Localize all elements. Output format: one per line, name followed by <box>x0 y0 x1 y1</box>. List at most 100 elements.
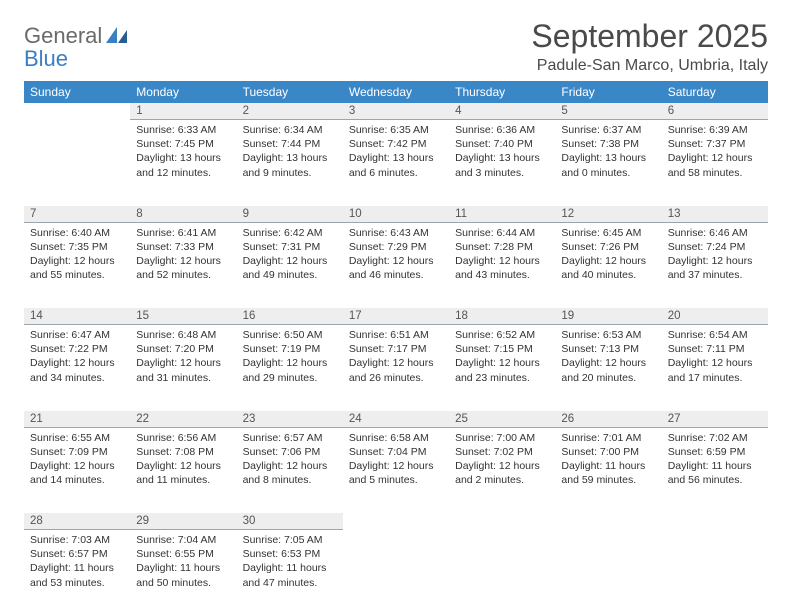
day-content-row: Sunrise: 7:03 AMSunset: 6:57 PMDaylight:… <box>24 530 768 616</box>
sunrise-line: Sunrise: 6:40 AM <box>30 226 124 240</box>
daylight-line: Daylight: 13 hours and 6 minutes. <box>349 151 443 179</box>
day-cell: Sunrise: 6:56 AMSunset: 7:08 PMDaylight:… <box>130 427 236 513</box>
sunrise-line: Sunrise: 7:01 AM <box>561 431 655 445</box>
sunset-line: Sunset: 7:19 PM <box>243 342 337 356</box>
day-cell-inner: Sunrise: 7:02 AMSunset: 6:59 PMDaylight:… <box>662 428 768 494</box>
day-cell: Sunrise: 6:37 AMSunset: 7:38 PMDaylight:… <box>555 120 661 206</box>
day-cell-inner: Sunrise: 6:51 AMSunset: 7:17 PMDaylight:… <box>343 325 449 391</box>
sunrise-line: Sunrise: 6:44 AM <box>455 226 549 240</box>
day-cell-inner: Sunrise: 6:37 AMSunset: 7:38 PMDaylight:… <box>555 120 661 186</box>
day-cell-inner: Sunrise: 7:05 AMSunset: 6:53 PMDaylight:… <box>237 530 343 596</box>
day-cell: Sunrise: 6:47 AMSunset: 7:22 PMDaylight:… <box>24 325 130 411</box>
day-cell: Sunrise: 6:33 AMSunset: 7:45 PMDaylight:… <box>130 120 236 206</box>
sunrise-line: Sunrise: 6:51 AM <box>349 328 443 342</box>
sunset-line: Sunset: 7:35 PM <box>30 240 124 254</box>
day-number-cell: 23 <box>237 411 343 428</box>
daylight-line: Daylight: 12 hours and 26 minutes. <box>349 356 443 384</box>
sunrise-line: Sunrise: 6:46 AM <box>668 226 762 240</box>
daylight-line: Daylight: 12 hours and 14 minutes. <box>30 459 124 487</box>
sunrise-line: Sunrise: 6:57 AM <box>243 431 337 445</box>
day-cell-inner: Sunrise: 6:36 AMSunset: 7:40 PMDaylight:… <box>449 120 555 186</box>
sunset-line: Sunset: 7:22 PM <box>30 342 124 356</box>
day-number-cell: 8 <box>130 206 236 223</box>
daylight-line: Daylight: 12 hours and 29 minutes. <box>243 356 337 384</box>
sunrise-line: Sunrise: 6:36 AM <box>455 123 549 137</box>
day-cell: Sunrise: 7:00 AMSunset: 7:02 PMDaylight:… <box>449 427 555 513</box>
day-cell-inner: Sunrise: 6:57 AMSunset: 7:06 PMDaylight:… <box>237 428 343 494</box>
daylight-line: Daylight: 12 hours and 49 minutes. <box>243 254 337 282</box>
sunset-line: Sunset: 7:26 PM <box>561 240 655 254</box>
day-number-cell <box>449 513 555 530</box>
sunrise-line: Sunrise: 6:54 AM <box>668 328 762 342</box>
daylight-line: Daylight: 12 hours and 8 minutes. <box>243 459 337 487</box>
day-cell-inner: Sunrise: 7:04 AMSunset: 6:55 PMDaylight:… <box>130 530 236 596</box>
day-cell: Sunrise: 6:39 AMSunset: 7:37 PMDaylight:… <box>662 120 768 206</box>
day-cell-inner: Sunrise: 7:03 AMSunset: 6:57 PMDaylight:… <box>24 530 130 596</box>
day-number-cell: 5 <box>555 103 661 120</box>
day-cell-inner: Sunrise: 6:39 AMSunset: 7:37 PMDaylight:… <box>662 120 768 186</box>
day-number-cell: 17 <box>343 308 449 325</box>
weekday-header: Thursday <box>449 81 555 103</box>
sunset-line: Sunset: 7:44 PM <box>243 137 337 151</box>
day-number-cell: 20 <box>662 308 768 325</box>
day-number-row: 282930 <box>24 513 768 530</box>
day-cell-inner: Sunrise: 6:48 AMSunset: 7:20 PMDaylight:… <box>130 325 236 391</box>
daylight-line: Daylight: 12 hours and 31 minutes. <box>136 356 230 384</box>
sunrise-line: Sunrise: 6:39 AM <box>668 123 762 137</box>
weekday-header: Tuesday <box>237 81 343 103</box>
sunset-line: Sunset: 7:42 PM <box>349 137 443 151</box>
daylight-line: Daylight: 12 hours and 2 minutes. <box>455 459 549 487</box>
sunset-line: Sunset: 7:20 PM <box>136 342 230 356</box>
sunset-line: Sunset: 7:31 PM <box>243 240 337 254</box>
sunset-line: Sunset: 7:11 PM <box>668 342 762 356</box>
weekday-header: Monday <box>130 81 236 103</box>
day-cell-inner: Sunrise: 6:44 AMSunset: 7:28 PMDaylight:… <box>449 223 555 289</box>
day-cell: Sunrise: 7:03 AMSunset: 6:57 PMDaylight:… <box>24 530 130 616</box>
sunset-line: Sunset: 7:09 PM <box>30 445 124 459</box>
day-cell-inner: Sunrise: 6:52 AMSunset: 7:15 PMDaylight:… <box>449 325 555 391</box>
day-cell-inner: Sunrise: 6:58 AMSunset: 7:04 PMDaylight:… <box>343 428 449 494</box>
day-cell <box>449 530 555 616</box>
daylight-line: Daylight: 13 hours and 3 minutes. <box>455 151 549 179</box>
daylight-line: Daylight: 13 hours and 0 minutes. <box>561 151 655 179</box>
sunset-line: Sunset: 7:33 PM <box>136 240 230 254</box>
day-cell-inner: Sunrise: 6:40 AMSunset: 7:35 PMDaylight:… <box>24 223 130 289</box>
sunset-line: Sunset: 7:04 PM <box>349 445 443 459</box>
sunset-line: Sunset: 7:00 PM <box>561 445 655 459</box>
day-cell: Sunrise: 7:02 AMSunset: 6:59 PMDaylight:… <box>662 427 768 513</box>
sunrise-line: Sunrise: 6:50 AM <box>243 328 337 342</box>
daylight-line: Daylight: 13 hours and 9 minutes. <box>243 151 337 179</box>
day-content-row: Sunrise: 6:55 AMSunset: 7:09 PMDaylight:… <box>24 427 768 513</box>
day-number-row: 14151617181920 <box>24 308 768 325</box>
daylight-line: Daylight: 12 hours and 55 minutes. <box>30 254 124 282</box>
day-number-cell <box>24 103 130 120</box>
day-cell-inner: Sunrise: 6:43 AMSunset: 7:29 PMDaylight:… <box>343 223 449 289</box>
day-cell-inner: Sunrise: 6:50 AMSunset: 7:19 PMDaylight:… <box>237 325 343 391</box>
day-cell-inner: Sunrise: 6:34 AMSunset: 7:44 PMDaylight:… <box>237 120 343 186</box>
day-number-cell: 9 <box>237 206 343 223</box>
daylight-line: Daylight: 11 hours and 50 minutes. <box>136 561 230 589</box>
day-content-row: Sunrise: 6:33 AMSunset: 7:45 PMDaylight:… <box>24 120 768 206</box>
sunrise-line: Sunrise: 6:58 AM <box>349 431 443 445</box>
daylight-line: Daylight: 13 hours and 12 minutes. <box>136 151 230 179</box>
sunset-line: Sunset: 6:53 PM <box>243 547 337 561</box>
daylight-line: Daylight: 11 hours and 47 minutes. <box>243 561 337 589</box>
sunset-line: Sunset: 7:02 PM <box>455 445 549 459</box>
day-content-row: Sunrise: 6:40 AMSunset: 7:35 PMDaylight:… <box>24 222 768 308</box>
day-cell-inner: Sunrise: 6:35 AMSunset: 7:42 PMDaylight:… <box>343 120 449 186</box>
day-content-row: Sunrise: 6:47 AMSunset: 7:22 PMDaylight:… <box>24 325 768 411</box>
daylight-line: Daylight: 12 hours and 17 minutes. <box>668 356 762 384</box>
day-cell: Sunrise: 6:55 AMSunset: 7:09 PMDaylight:… <box>24 427 130 513</box>
sunset-line: Sunset: 7:17 PM <box>349 342 443 356</box>
day-number-cell: 21 <box>24 411 130 428</box>
sunset-line: Sunset: 7:06 PM <box>243 445 337 459</box>
day-number-row: 21222324252627 <box>24 411 768 428</box>
day-number-cell: 12 <box>555 206 661 223</box>
day-number-cell: 3 <box>343 103 449 120</box>
sunrise-line: Sunrise: 7:03 AM <box>30 533 124 547</box>
sunset-line: Sunset: 7:08 PM <box>136 445 230 459</box>
day-cell <box>662 530 768 616</box>
sunrise-line: Sunrise: 6:45 AM <box>561 226 655 240</box>
weekday-header: Sunday <box>24 81 130 103</box>
day-cell: Sunrise: 6:53 AMSunset: 7:13 PMDaylight:… <box>555 325 661 411</box>
